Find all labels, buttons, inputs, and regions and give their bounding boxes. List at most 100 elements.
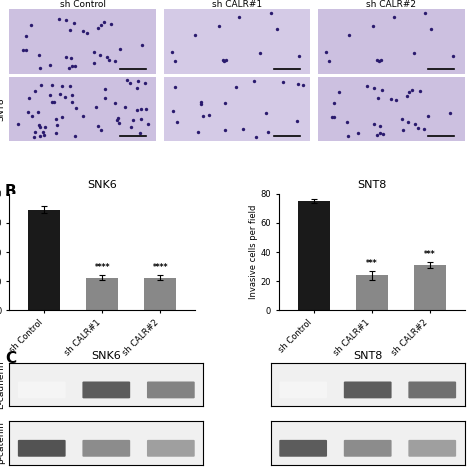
Point [221, 99, 229, 107]
Point [36, 133, 44, 140]
Point [41, 123, 49, 130]
Point [325, 57, 333, 64]
Point [91, 59, 98, 67]
Point [36, 123, 44, 131]
Point [121, 104, 129, 111]
Point [115, 118, 122, 126]
Point [19, 46, 27, 54]
Point [425, 112, 432, 120]
Point [133, 106, 141, 113]
Point [71, 133, 79, 140]
Point [111, 57, 119, 65]
Point [215, 22, 223, 30]
Point [134, 84, 141, 91]
Point [53, 121, 60, 128]
Point [370, 84, 378, 91]
Point [378, 86, 386, 94]
Point [364, 82, 371, 90]
Point [141, 79, 149, 87]
Point [67, 82, 74, 90]
Point [427, 25, 435, 33]
FancyBboxPatch shape [82, 440, 130, 457]
Point [346, 31, 353, 39]
Point [295, 52, 303, 60]
Point [70, 19, 78, 27]
Point [172, 83, 179, 91]
Point [273, 25, 281, 33]
Point [30, 133, 37, 140]
Point [100, 18, 108, 26]
Point [53, 116, 60, 123]
Text: C: C [5, 351, 16, 366]
Title: SNT8: SNT8 [353, 351, 383, 361]
Point [90, 48, 98, 55]
Point [328, 114, 335, 121]
Point [370, 120, 378, 128]
Bar [356, 275, 388, 310]
Point [37, 82, 45, 89]
Point [399, 116, 406, 123]
FancyBboxPatch shape [147, 382, 195, 398]
Point [256, 49, 264, 56]
Bar [28, 210, 60, 310]
Point [322, 48, 330, 55]
Point [279, 79, 286, 86]
Point [34, 109, 42, 116]
Point [68, 62, 75, 70]
Point [106, 57, 113, 64]
Point [94, 24, 102, 32]
Point [197, 100, 205, 108]
Point [61, 93, 69, 101]
Point [22, 46, 29, 54]
Point [171, 57, 179, 64]
Point [168, 48, 176, 55]
Point [48, 98, 55, 105]
Point [62, 17, 69, 24]
Point [369, 22, 377, 30]
Point [399, 127, 407, 134]
Point [223, 56, 230, 64]
Point [145, 120, 152, 128]
Point [416, 88, 423, 95]
Point [377, 56, 384, 64]
Point [84, 29, 91, 36]
Point [405, 88, 413, 96]
Y-axis label: SNT8: SNT8 [0, 97, 5, 121]
Point [28, 112, 36, 120]
Text: ****: **** [153, 264, 168, 273]
Point [236, 13, 243, 21]
Point [220, 57, 228, 65]
Point [376, 129, 384, 137]
FancyBboxPatch shape [409, 382, 456, 398]
Point [59, 114, 66, 121]
Point [376, 122, 383, 129]
Point [55, 15, 63, 23]
Title: SNK6: SNK6 [91, 351, 121, 361]
Bar [414, 265, 446, 310]
Point [194, 128, 201, 135]
Point [96, 51, 103, 58]
Point [197, 99, 204, 106]
Point [114, 115, 122, 122]
Point [253, 133, 260, 141]
FancyBboxPatch shape [409, 440, 456, 457]
Point [219, 56, 227, 64]
Point [46, 91, 54, 99]
Point [344, 132, 352, 139]
Point [129, 116, 137, 123]
Point [116, 45, 124, 53]
Text: ****: **** [95, 264, 110, 273]
Point [65, 64, 73, 72]
Point [35, 51, 43, 59]
Point [103, 53, 111, 61]
Title: SNK6: SNK6 [88, 180, 117, 190]
FancyBboxPatch shape [147, 440, 195, 457]
Point [27, 21, 35, 29]
Point [392, 97, 400, 104]
FancyBboxPatch shape [279, 382, 327, 398]
Text: B: B [5, 184, 17, 200]
Point [68, 91, 76, 99]
Point [56, 91, 64, 98]
Point [344, 118, 351, 126]
Point [330, 113, 337, 121]
